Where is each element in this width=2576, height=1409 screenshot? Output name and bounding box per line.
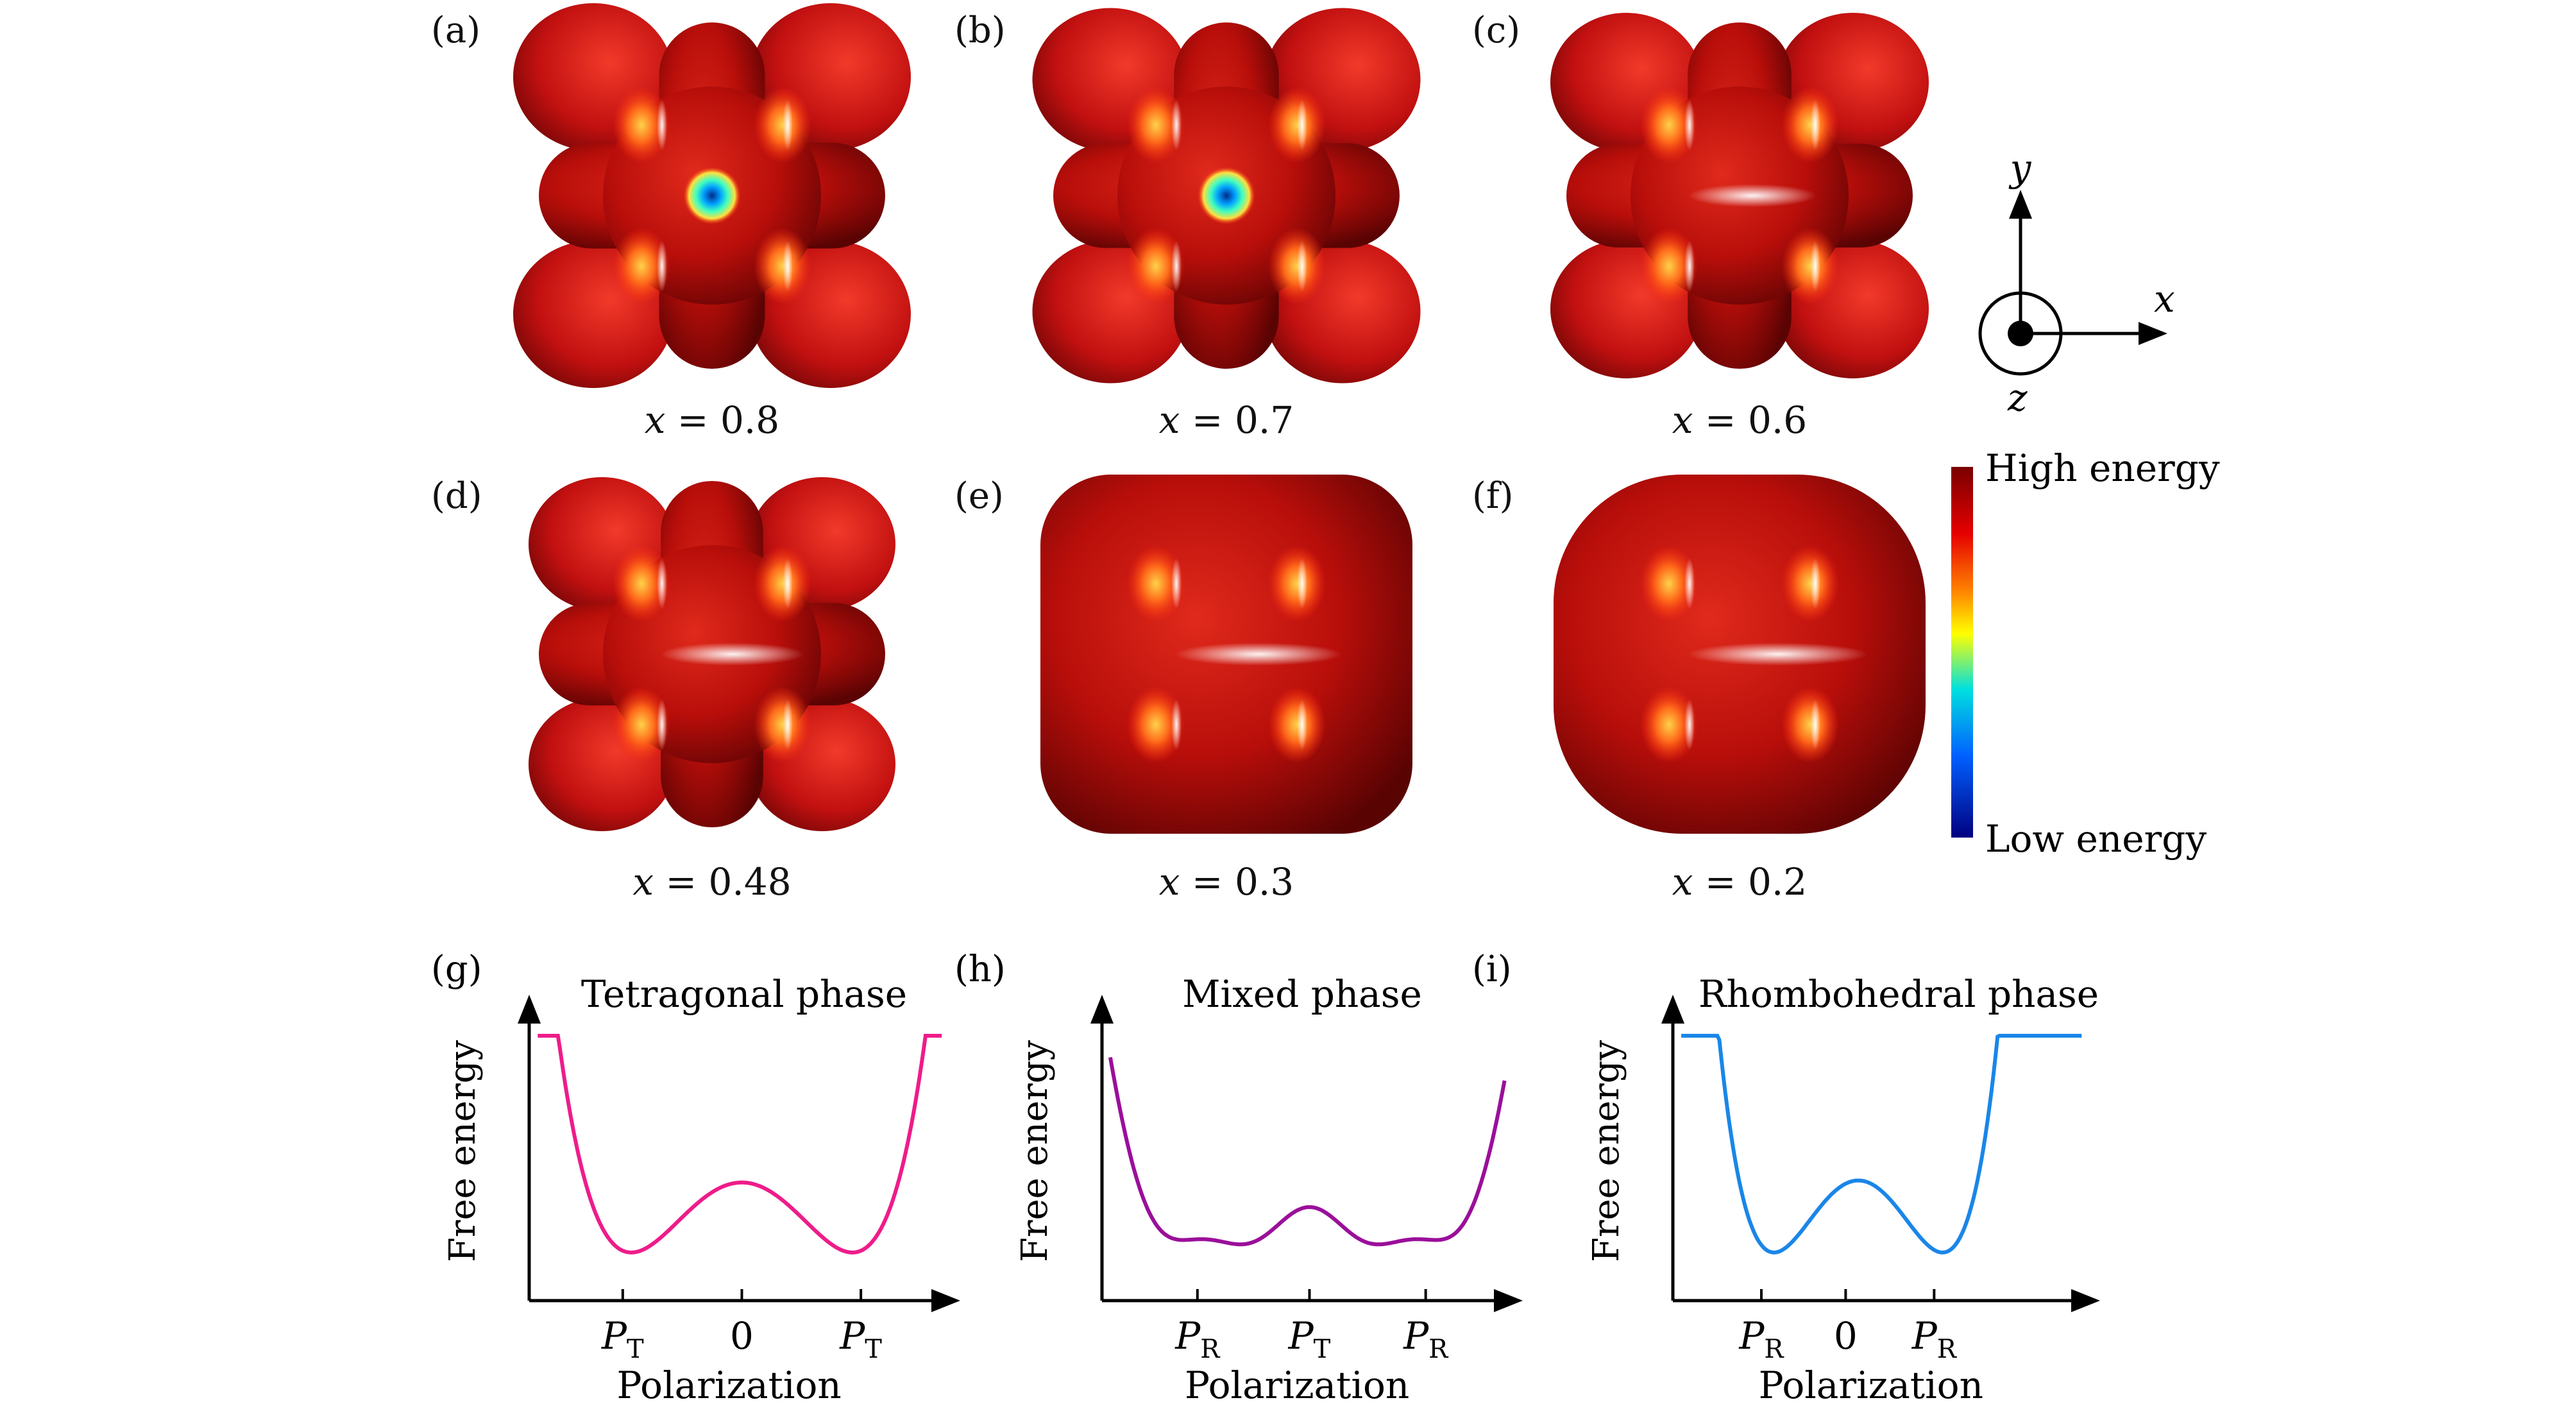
energy-surface-a: [513, 3, 911, 388]
tick-label-i-1: 0: [1834, 1314, 1858, 1358]
x-value-label-d: x = 0.48: [632, 860, 791, 904]
panel-tag-b: (b): [954, 10, 1006, 51]
panel-tag-g: (g): [431, 949, 482, 990]
panel-tag-i: (i): [1472, 949, 1512, 990]
free-energy-plot-g: PT 0 PT (g) Tetragonal phase Free energy Polar…: [431, 949, 960, 1407]
tick-label-i-2: PR: [1911, 1314, 1958, 1364]
energy-curve-h: [1108, 1057, 1507, 1247]
energy-surface-d: [529, 477, 895, 831]
plot-title-i: Rhombohedral phase: [1699, 972, 2099, 1016]
y-axis-label-h: Free energy: [1014, 1040, 1056, 1262]
x-value-label-c: x = 0.6: [1672, 398, 1807, 442]
panel-tag-e: (e): [954, 475, 1004, 517]
y-axis-label-i: Free energy: [1586, 1040, 1627, 1262]
x-value-label-f: x = 0.2: [1672, 860, 1807, 904]
tick-label-h-2: PR: [1403, 1314, 1449, 1364]
panel-tag-f: (f): [1472, 475, 1513, 517]
axis-label-x: x: [2154, 277, 2175, 321]
x-value-label-a: x = 0.8: [645, 398, 779, 442]
x-axis-label-h: Polarization: [1185, 1363, 1409, 1407]
y-axis-label-g: Free energy: [442, 1040, 484, 1262]
axis-label-z: z: [2007, 376, 2028, 419]
energy-curve-i: [1681, 1034, 2082, 1255]
energy-surface-b: [1032, 8, 1421, 384]
tick-label-g-0: PT: [601, 1314, 644, 1364]
panel-tag-c: (c): [1472, 10, 1520, 51]
x-value-label-e: x = 0.3: [1159, 860, 1294, 904]
tick-label-g-1: 0: [730, 1314, 754, 1358]
x-axis-label-i: Polarization: [1759, 1363, 1983, 1407]
energy-surface-c: [1550, 12, 1929, 378]
panel-tag-h: (h): [954, 949, 1006, 990]
z-axis-out-of-page-icon: [1978, 291, 2063, 376]
plot-title-g: Tetragonal phase: [581, 972, 907, 1016]
colorbar: High energy Low energy: [1951, 446, 2220, 861]
energy-curve-g: [538, 1034, 942, 1255]
free-energy-plot-i: PR 0 PR (i) Rhombohedral phase Free energy Pol…: [1472, 949, 2100, 1407]
x-axis-label-g: Polarization: [616, 1363, 841, 1407]
energy-surface-f: [1554, 475, 1926, 834]
tick-label-h-0: PR: [1174, 1314, 1221, 1364]
x-value-label-b: x = 0.7: [1159, 398, 1294, 442]
colorbar-low-label: Low energy: [1985, 817, 2207, 861]
panel-tag-d: (d): [431, 475, 482, 517]
energy-surface-e: [1040, 475, 1412, 834]
free-energy-plot-h: PR PT PR (h) Mixed phase Free energy Polarizat…: [954, 949, 1523, 1407]
tick-label-i-0: PR: [1738, 1314, 1784, 1364]
panel-tag-a: (a): [431, 10, 480, 51]
plot-title-h: Mixed phase: [1182, 972, 1422, 1016]
colorbar-high-label: High energy: [1985, 446, 2220, 490]
tick-label-g-2: PT: [839, 1314, 882, 1364]
axis-label-y: y: [2008, 146, 2032, 190]
coordinate-axes-icon: y x z: [1978, 146, 2175, 419]
tick-label-h-1: PT: [1288, 1314, 1331, 1364]
